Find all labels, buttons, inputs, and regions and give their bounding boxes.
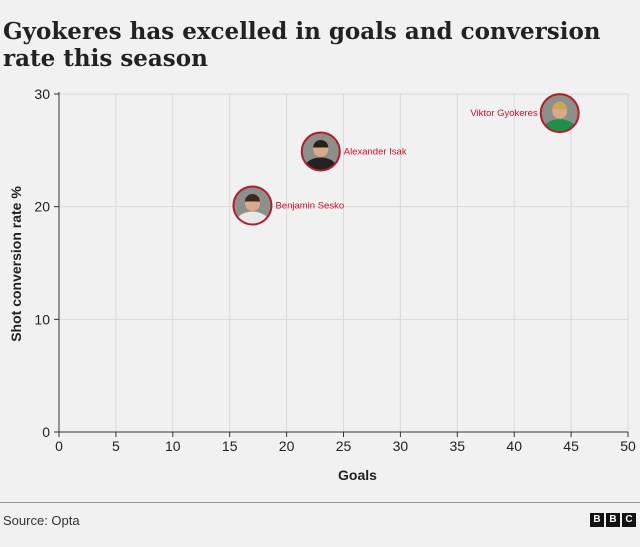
player-photo [233, 186, 272, 225]
footer-divider [0, 502, 640, 503]
y-axis-title: Shot conversion rate % [8, 186, 24, 342]
x-tick-label: 45 [563, 438, 579, 454]
photo-ring [232, 185, 273, 226]
x-tick-label: 30 [393, 438, 409, 454]
logo-letter: B [606, 513, 620, 527]
data-point-alexander-isak [300, 131, 341, 172]
photo-ring [539, 93, 580, 134]
x-tick-label: 5 [112, 438, 120, 454]
logo-letter: C [622, 513, 636, 527]
x-tick-label: 15 [222, 438, 238, 454]
chart-title: Gyokeres has excelled in goals and conve… [3, 18, 601, 72]
x-tick-label: 50 [620, 438, 636, 454]
photo-ring [300, 131, 341, 172]
point-label: Viktor Gyokeres [470, 108, 538, 119]
x-tick-label: 35 [450, 438, 466, 454]
scatter-chart: 0 5 10 15 20 25 30 35 40 45 50 0 10 20 30 Goals Shot con… [8, 86, 636, 483]
player-photo [540, 94, 579, 133]
player-hair [244, 194, 260, 202]
y-tick-label: 20 [34, 199, 50, 215]
bbc-logo: B B C [590, 513, 636, 527]
x-tick-label: 40 [506, 438, 522, 454]
x-tick-label: 20 [279, 438, 295, 454]
x-tick-label: 25 [336, 438, 352, 454]
data-point-viktor-gyokeres [539, 93, 580, 134]
y-tick-label: 0 [42, 424, 50, 440]
source-note: Source: Opta [3, 513, 80, 528]
data-point-benjamin-sesko [232, 185, 273, 226]
y-tick-label: 10 [34, 311, 50, 327]
player-hair [313, 139, 329, 148]
x-axis-title: Goals [338, 467, 377, 483]
x-tick-label: 10 [165, 438, 181, 454]
y-tick-label: 30 [34, 86, 50, 102]
logo-letter: B [590, 513, 604, 527]
point-label: Alexander Isak [344, 146, 407, 157]
x-tick-label: 0 [55, 438, 63, 454]
point-label: Benjamin Sesko [275, 201, 344, 212]
player-hair [552, 101, 568, 110]
player-photo [301, 132, 340, 171]
